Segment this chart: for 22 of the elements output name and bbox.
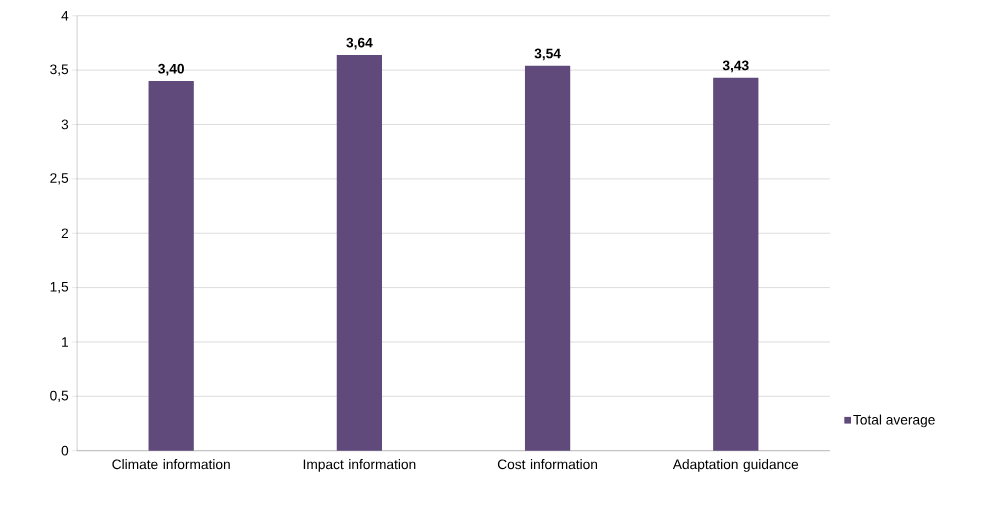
bar <box>336 55 383 451</box>
x-tick-label: Cost information <box>497 459 598 470</box>
y-tick-label: 1 <box>62 337 69 347</box>
x-tick-label: Adaptation guidance <box>672 459 799 473</box>
x-tick-label: Climate information <box>112 459 230 470</box>
x-tick-label: Impact information <box>303 459 416 473</box>
y-tick-label: 2,5 <box>50 173 69 185</box>
y-tick-label: 3,5 <box>50 64 69 76</box>
bar <box>148 81 194 451</box>
data-label: 3,64 <box>346 37 373 50</box>
data-label: 3,40 <box>158 64 184 76</box>
data-label: 3,54 <box>534 48 561 61</box>
data-label: 3,43 <box>722 60 749 73</box>
bar <box>713 77 759 451</box>
y-tick-label: 1,5 <box>50 282 69 294</box>
y-tick-label: 0 <box>61 446 69 456</box>
y-tick-label: 2 <box>61 228 69 239</box>
bar <box>524 65 571 451</box>
y-tick-label: 3 <box>61 119 69 130</box>
y-tick-label: 0,5 <box>50 390 69 403</box>
legend-label: Total average <box>853 414 935 428</box>
y-tick-label: 4 <box>61 11 69 21</box>
